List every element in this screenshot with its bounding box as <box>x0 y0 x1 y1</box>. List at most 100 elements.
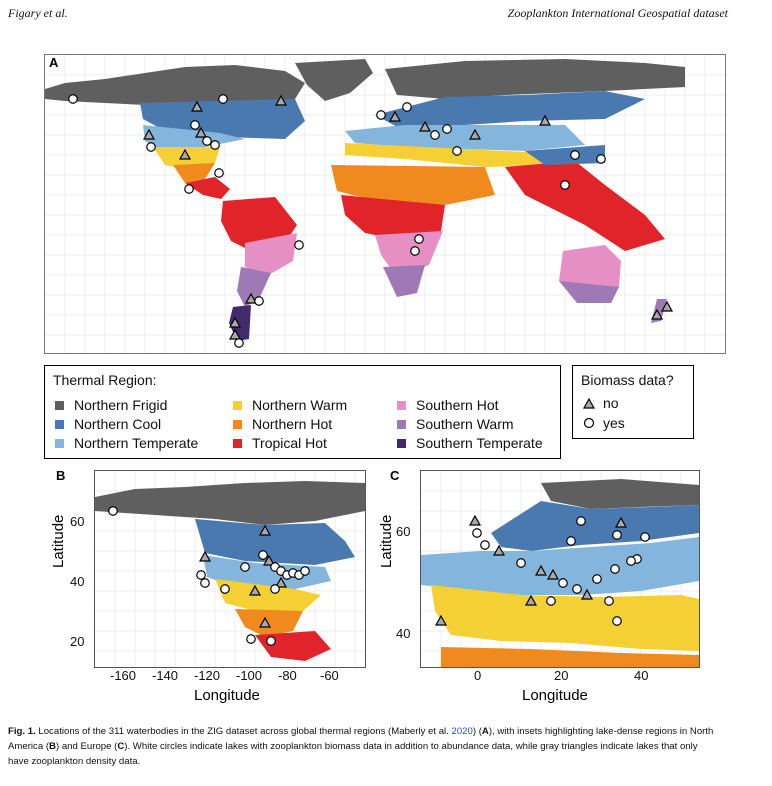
thermal-legend-label: Tropical Hot <box>252 435 327 451</box>
color-swatch <box>55 420 64 429</box>
region-australia-southern-warm <box>559 281 619 303</box>
north-america-map-plot <box>94 470 366 668</box>
no-biomass-lake-marker <box>546 568 560 580</box>
na-temperate <box>203 555 331 589</box>
region-asia-cool <box>525 145 605 165</box>
axis-tick-label: -120 <box>194 668 221 683</box>
north-america-inset-panel: B 60 40 20 -160 -140 -120 -100 -80 -60 Latitude… <box>44 468 366 706</box>
figure-caption: Fig. 1. Locations of the 311 waterbodies… <box>8 724 720 769</box>
no-biomass-lake-marker <box>614 516 628 528</box>
biomass-lake-marker <box>480 540 490 550</box>
world-lake-markers <box>68 94 674 348</box>
biomass-lake-marker <box>68 94 78 104</box>
eu-x-axis-title: Longitude <box>522 687 588 704</box>
thermal-legend-label: Southern Warm <box>416 416 514 432</box>
panel-label-b: B <box>56 468 66 483</box>
no-biomass-lake-marker <box>468 514 482 526</box>
color-swatch <box>233 420 242 429</box>
biomass-lake-marker <box>472 528 482 538</box>
color-swatch <box>397 439 406 448</box>
axis-tick-label: -80 <box>278 668 297 683</box>
thermal-legend-item: Southern Warm <box>397 415 543 434</box>
region-africa-hot <box>331 165 495 205</box>
no-biomass-lake-marker <box>258 524 272 536</box>
biomass-lake-marker <box>566 536 576 546</box>
biomass-lake-marker <box>410 246 420 256</box>
eu-hot <box>441 647 699 667</box>
region-eurasia-cool <box>375 91 645 131</box>
na-hot <box>235 609 303 637</box>
caption-citation-year[interactable]: 2020 <box>451 726 473 737</box>
thermal-legend-item: Southern Temperate <box>397 434 543 453</box>
running-head-title: Zooplankton International Geospatial dat… <box>507 6 728 20</box>
na-y-axis-title: Latitude <box>50 514 67 568</box>
caption-fig-label: Fig. 1. <box>8 726 36 737</box>
no-biomass-lake-marker <box>194 126 208 138</box>
biomass-lake-marker <box>430 130 440 140</box>
biomass-lake-marker <box>576 516 586 526</box>
axis-tick-label: 40 <box>634 668 649 683</box>
thermal-region-legend: Thermal Region: Northern Frigid Northern … <box>44 365 561 459</box>
axis-tick-label: 60 <box>396 524 411 539</box>
biomass-no-label: no <box>603 395 619 411</box>
color-swatch <box>233 439 242 448</box>
color-swatch <box>397 420 406 429</box>
panel-label-c: C <box>390 468 400 483</box>
no-biomass-lake-marker <box>538 114 552 126</box>
biomass-lake-marker <box>626 556 636 566</box>
europe-map <box>421 471 699 667</box>
no-biomass-lake-marker <box>434 614 448 626</box>
no-biomass-lake-marker <box>660 300 674 312</box>
na-cool <box>195 519 355 565</box>
biomass-lake-marker <box>196 570 206 580</box>
na-frigid <box>95 481 365 525</box>
na-lake-markers <box>108 506 310 646</box>
no-biomass-lake-marker <box>580 588 594 600</box>
biomass-lake-marker <box>640 532 650 542</box>
no-biomass-lake-marker <box>262 554 276 566</box>
biomass-lake-marker <box>558 578 568 588</box>
axis-tick-label: 40 <box>70 574 85 589</box>
biomass-lake-marker <box>414 234 424 244</box>
biomass-lake-marker <box>220 584 230 594</box>
panel-label-a: A <box>49 55 59 70</box>
region-na-temperate <box>143 125 245 147</box>
thermal-legend-item: Northern Hot <box>233 415 347 434</box>
no-biomass-lake-marker <box>228 328 242 340</box>
biomass-lake-marker <box>200 578 210 588</box>
eu-y-axis-title: Latitude <box>378 514 395 568</box>
no-biomass-lake-marker <box>190 100 204 112</box>
no-biomass-lake-marker <box>142 128 156 140</box>
eu-lake-markers <box>434 514 650 626</box>
no-biomass-lake-marker <box>198 550 212 562</box>
thermal-legend-label: Southern Temperate <box>416 435 543 451</box>
biomass-lake-marker <box>516 558 526 568</box>
axis-tick-label: -60 <box>320 668 339 683</box>
biomass-lake-marker <box>596 154 606 164</box>
caption-ref-c: C <box>117 741 125 752</box>
biomass-lake-marker <box>592 574 602 584</box>
thermal-legend-title: Thermal Region: <box>53 372 157 388</box>
caption-text-2: ) ( <box>472 726 482 737</box>
color-swatch <box>55 401 64 410</box>
biomass-lake-marker <box>560 180 570 190</box>
region-eurasia-temperate <box>345 125 585 151</box>
biomass-lake-marker <box>266 636 276 646</box>
caption-text-4: ) and Europe ( <box>55 741 118 752</box>
axis-tick-label: 20 <box>70 634 85 649</box>
no-biomass-lake-marker <box>492 544 506 556</box>
biomass-yes-label: yes <box>603 415 625 431</box>
biomass-lake-marker <box>254 296 264 306</box>
biomass-lake-marker <box>240 562 250 572</box>
caption-text-1: Locations of the 311 waterbodies in the … <box>35 726 452 737</box>
biomass-lake-marker <box>184 184 194 194</box>
color-swatch <box>55 439 64 448</box>
biomass-lake-marker <box>376 110 386 120</box>
no-biomass-lake-marker <box>534 564 548 576</box>
caption-text-5: ). White circles indicate lakes with zoo… <box>8 741 698 767</box>
biomass-lake-marker <box>570 150 580 160</box>
region-na-hot <box>173 163 215 183</box>
region-sa-southern-hot <box>245 233 297 277</box>
no-biomass-lake-marker <box>244 292 258 304</box>
biomass-lake-marker <box>612 616 622 626</box>
